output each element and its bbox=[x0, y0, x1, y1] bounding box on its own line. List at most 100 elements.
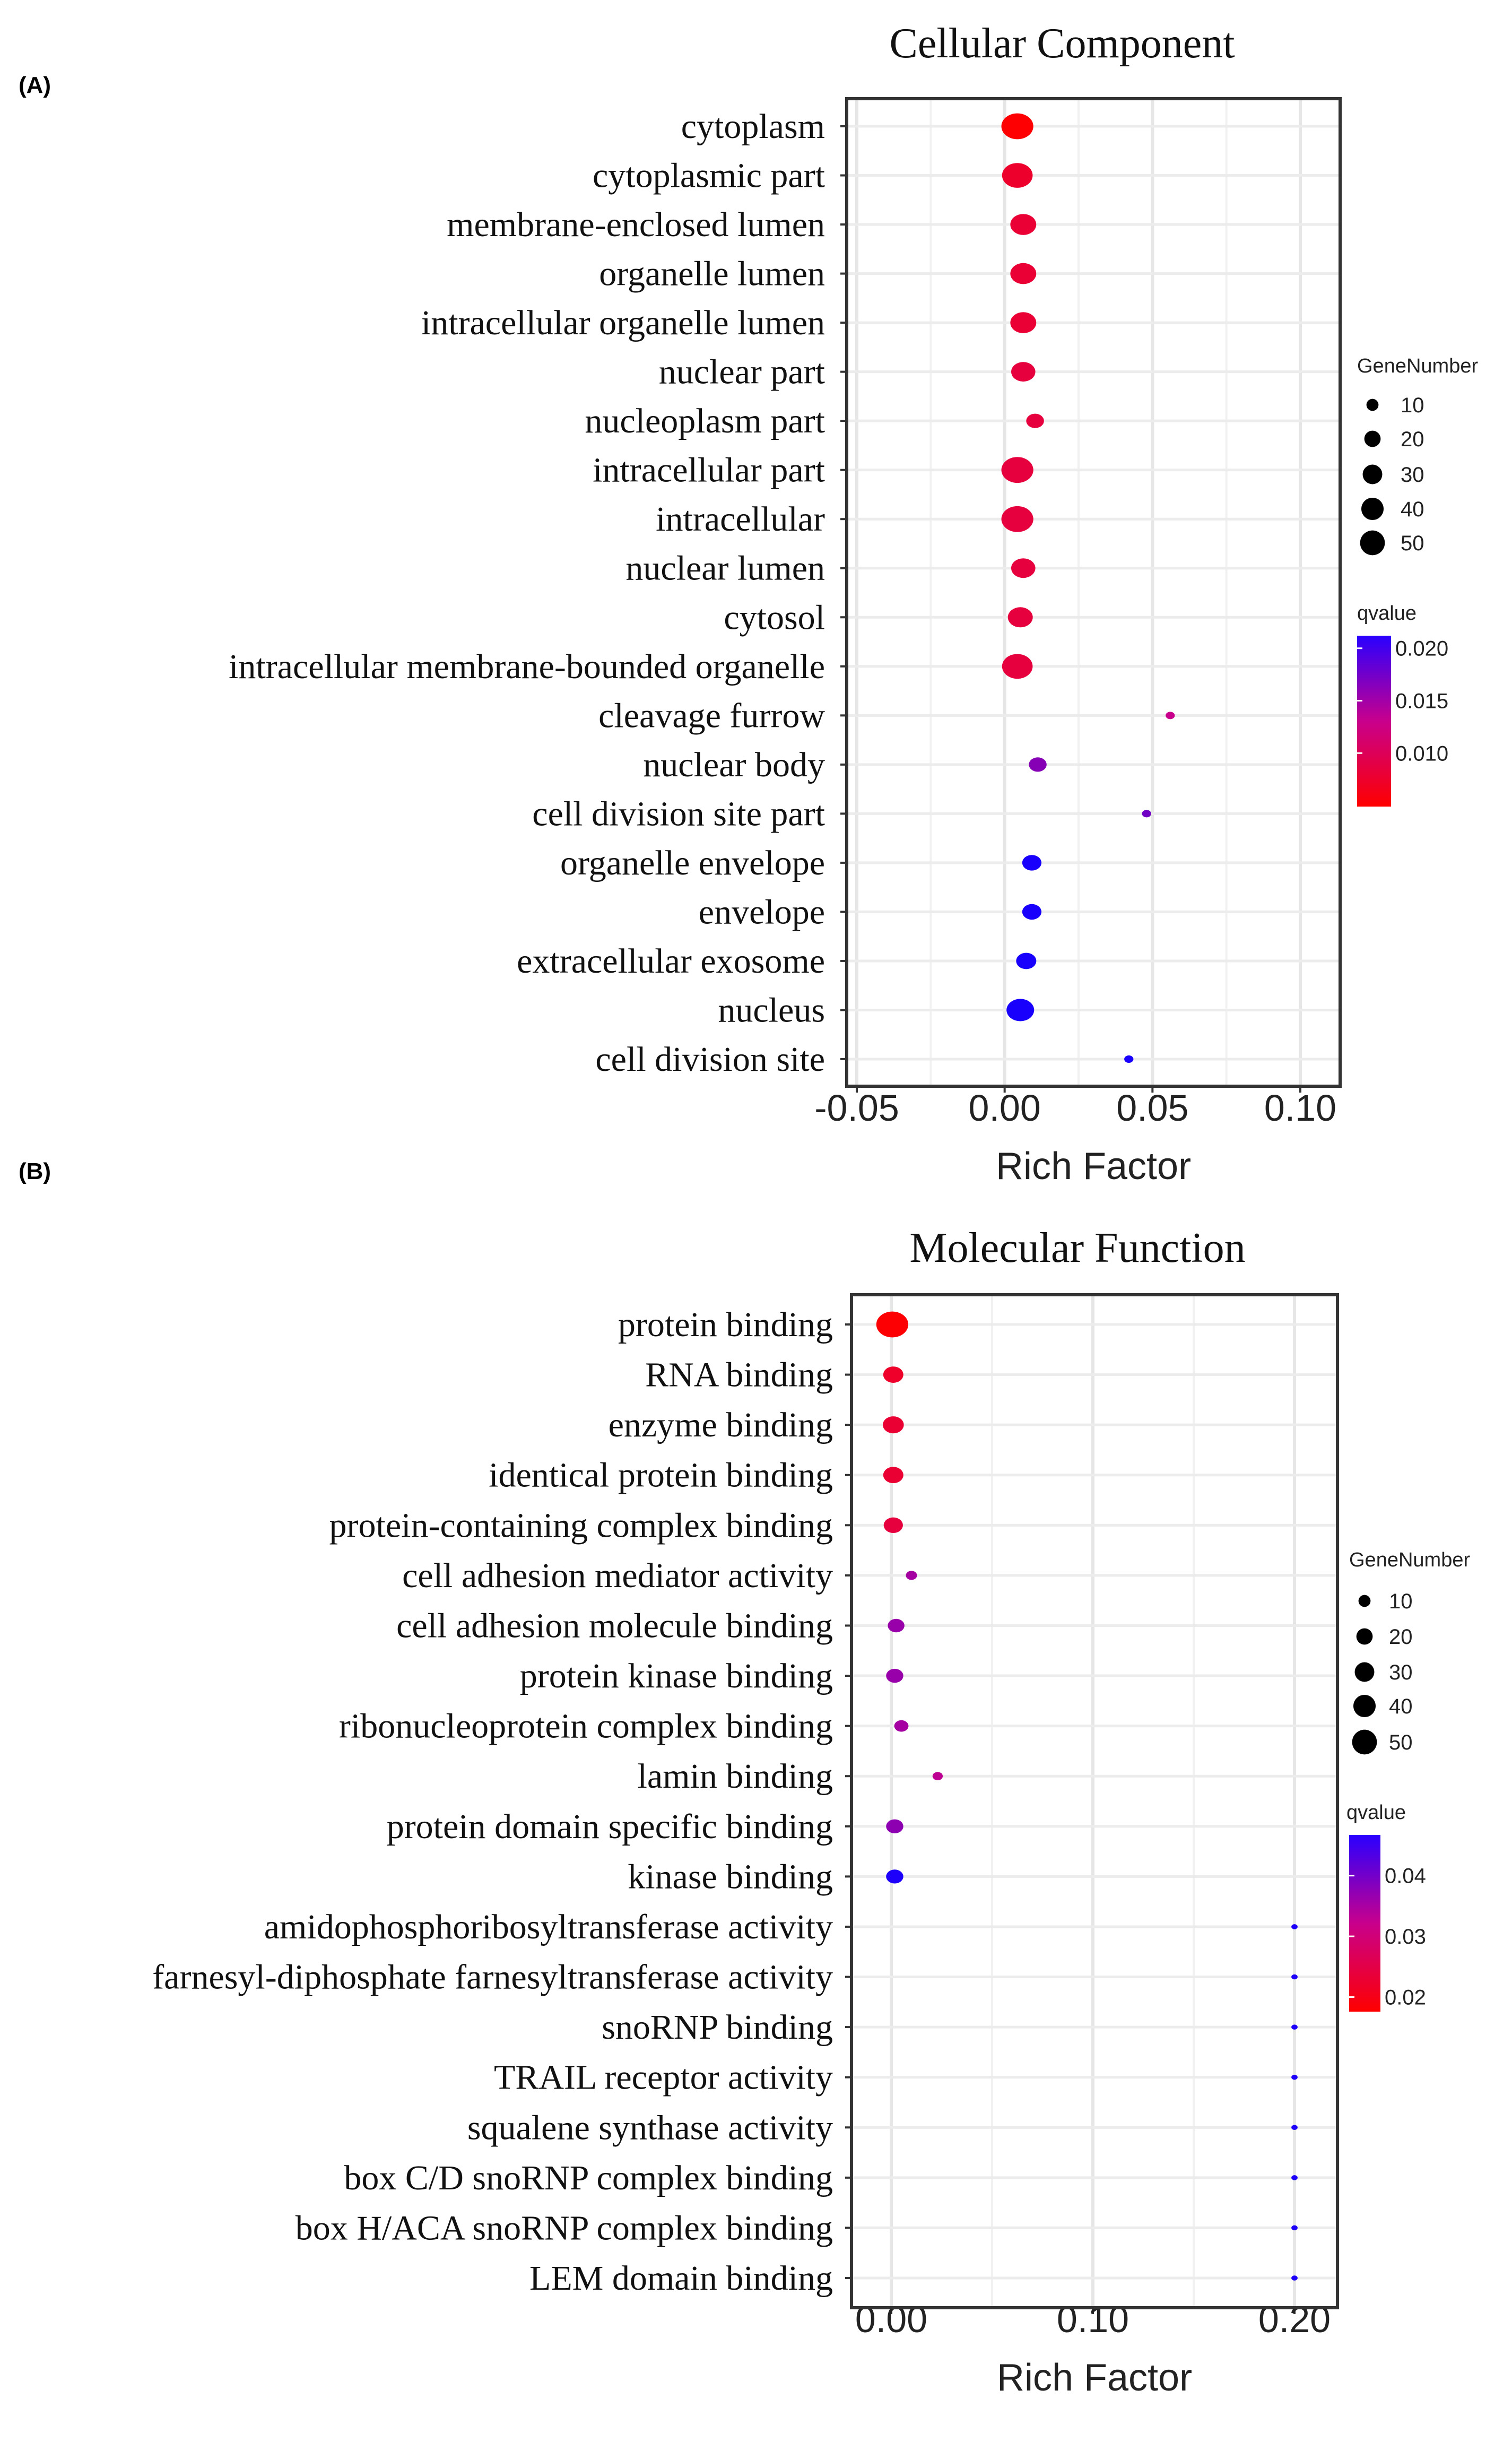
size-legend-label: 20 bbox=[1401, 428, 1424, 451]
x-axis-title: Rich Factor bbox=[996, 1145, 1191, 1188]
y-tick-label-term: intracellular part bbox=[593, 451, 825, 490]
data-point bbox=[1001, 457, 1033, 483]
panel-a-cellular-component: (A) Cellular Component -0.05 0.00 0.05 0.10 cy… bbox=[19, 20, 1478, 1188]
colorbar-tick-label: 0.03 bbox=[1385, 1925, 1426, 1948]
y-tick-label-term: squalene synthase activity bbox=[467, 2108, 833, 2147]
size-legend-dot bbox=[1352, 1729, 1377, 1755]
y-tick-label-term: extracellular exosome bbox=[517, 942, 825, 981]
data-point bbox=[1022, 904, 1042, 920]
data-point bbox=[906, 1571, 917, 1580]
y-tick-label-term: cell adhesion mediator activity bbox=[402, 1556, 833, 1595]
qvalue-legend-title: qvalue bbox=[1346, 1802, 1406, 1824]
size-legend-label: 30 bbox=[1401, 463, 1424, 487]
y-tick-label-term: cell adhesion molecule binding bbox=[396, 1606, 833, 1645]
size-legend-label: 30 bbox=[1389, 1661, 1413, 1684]
plot-background bbox=[847, 99, 1340, 1086]
size-legend-dot bbox=[1353, 1694, 1376, 1718]
data-point bbox=[1011, 362, 1036, 382]
y-tick-label-term: farnesyl-diphosphate farnesyltransferase… bbox=[152, 1958, 833, 1997]
y-tick-label-term: snoRNP binding bbox=[602, 2008, 833, 2047]
x-tick-label: 0.00 bbox=[969, 1087, 1041, 1129]
y-tick-label-term: RNA binding bbox=[645, 1356, 833, 1395]
data-point bbox=[932, 1772, 943, 1781]
data-point bbox=[882, 1416, 904, 1434]
size-legend-label: 20 bbox=[1389, 1625, 1413, 1649]
y-tick-label-term: enzyme binding bbox=[609, 1406, 833, 1444]
data-point bbox=[894, 1720, 909, 1732]
data-point bbox=[883, 1467, 903, 1484]
y-tick-label-term: nuclear lumen bbox=[625, 549, 825, 588]
colorbar-tick-label: 0.015 bbox=[1395, 689, 1448, 713]
data-point bbox=[1291, 2275, 1298, 2281]
qvalue-legend: qvalue 0.04 0.03 0.02 bbox=[1346, 1802, 1426, 2012]
y-tick-label-term: cytoplasmic part bbox=[593, 157, 825, 195]
y-tick-label-term: protein-containing complex binding bbox=[329, 1506, 833, 1545]
data-point bbox=[1026, 413, 1044, 428]
size-legend: GeneNumber 10 20 30 40 50 bbox=[1357, 355, 1478, 556]
y-tick-label-term: intracellular organelle lumen bbox=[421, 304, 825, 342]
panel-b-molecular-function: (B) Molecular Function 0.00 0.10 0.20 protein… bbox=[19, 1158, 1470, 2399]
chart-title: Cellular Component bbox=[889, 20, 1235, 67]
x-tick-label: 0.20 bbox=[1258, 2299, 1331, 2340]
y-tick-label-term: ribonucleoprotein complex binding bbox=[339, 1707, 833, 1746]
size-legend-dot bbox=[1366, 399, 1379, 411]
size-legend-dot bbox=[1356, 1628, 1373, 1645]
size-legend-dot bbox=[1358, 1595, 1371, 1607]
chart-title: Molecular Function bbox=[909, 1225, 1245, 1271]
size-legend-dot bbox=[1361, 497, 1384, 521]
y-tick-label-term: intracellular bbox=[656, 500, 825, 539]
y-tick-label-term: identical protein binding bbox=[489, 1456, 833, 1495]
panel-label: (B) bbox=[19, 1158, 51, 1184]
data-point bbox=[1291, 2125, 1298, 2130]
data-point bbox=[1001, 113, 1033, 140]
size-legend-title: GeneNumber bbox=[1357, 355, 1478, 377]
data-point bbox=[888, 1618, 905, 1633]
size-legend-label: 10 bbox=[1401, 394, 1424, 417]
data-point bbox=[886, 1668, 903, 1683]
y-tick-label-term: amidophosphoribosyltransferase activity bbox=[264, 1908, 833, 1946]
data-point bbox=[886, 1819, 903, 1833]
y-tick-label-term: box C/D snoRNP complex binding bbox=[344, 2159, 833, 2197]
x-tick-label: -0.05 bbox=[814, 1087, 899, 1129]
y-tick-label-term: cleavage furrow bbox=[598, 696, 825, 735]
y-tick-label-term: protein kinase binding bbox=[520, 1657, 833, 1695]
y-tick-label-term: kinase binding bbox=[628, 1857, 833, 1896]
data-point bbox=[1010, 263, 1037, 284]
x-axis-title: Rich Factor bbox=[997, 2357, 1192, 2399]
data-point bbox=[1022, 855, 1042, 871]
y-tick-label-term: envelope bbox=[699, 893, 825, 931]
data-point bbox=[1124, 1055, 1134, 1063]
colorbar-tick-label: 0.04 bbox=[1385, 1865, 1426, 1888]
data-point bbox=[1291, 2175, 1298, 2180]
qvalue-legend: qvalue 0.020 0.015 0.010 bbox=[1357, 602, 1448, 807]
colorbar-tick-label: 0.02 bbox=[1385, 1986, 1426, 2010]
data-point bbox=[876, 1311, 909, 1338]
x-tick-label: 0.00 bbox=[855, 2299, 927, 2340]
size-legend-label: 40 bbox=[1389, 1695, 1413, 1718]
size-legend: GeneNumber 10 20 30 40 50 bbox=[1349, 1549, 1470, 1755]
colorbar-tick-label: 0.020 bbox=[1395, 637, 1448, 661]
panel-label: (A) bbox=[19, 72, 51, 98]
y-tick-label-term: protein domain specific binding bbox=[387, 1807, 833, 1846]
y-tick-label-term: nucleus bbox=[718, 991, 825, 1029]
data-point bbox=[1291, 1974, 1298, 1980]
data-point bbox=[1001, 506, 1033, 532]
x-tick-label: 0.05 bbox=[1116, 1087, 1188, 1129]
x-tick-label: 0.10 bbox=[1057, 2299, 1129, 2340]
colorbar-tick-label: 0.010 bbox=[1395, 742, 1448, 765]
y-tick-label-term: box H/ACA snoRNP complex binding bbox=[296, 2209, 833, 2247]
data-point bbox=[1002, 163, 1033, 188]
y-tick-label-term: membrane-enclosed lumen bbox=[447, 205, 825, 244]
size-legend-title: GeneNumber bbox=[1349, 1549, 1470, 1571]
qvalue-legend-title: qvalue bbox=[1357, 602, 1417, 625]
y-tick-label-term: lamin binding bbox=[638, 1757, 833, 1796]
y-tick-label-term: protein binding bbox=[618, 1305, 833, 1344]
y-tick-label-term: cell division site bbox=[595, 1040, 825, 1079]
data-point bbox=[1291, 2024, 1298, 2030]
data-point bbox=[1142, 810, 1151, 818]
size-legend-dot bbox=[1360, 530, 1385, 556]
data-point bbox=[1029, 757, 1047, 772]
data-point bbox=[1010, 214, 1037, 235]
qvalue-colorbar bbox=[1357, 636, 1391, 807]
